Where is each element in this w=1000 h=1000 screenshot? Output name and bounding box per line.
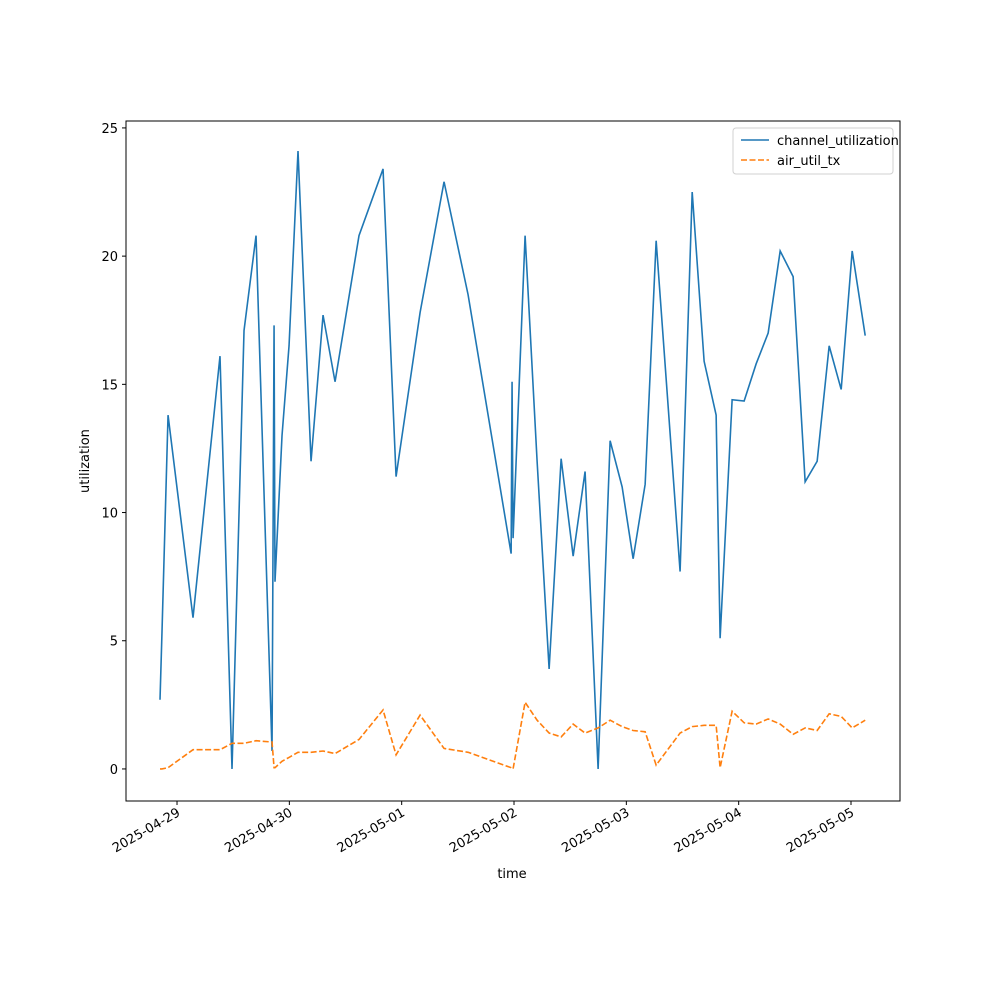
x-axis-label: time — [497, 867, 526, 882]
legend: channel_utilization air_util_tx — [732, 127, 899, 175]
series-line — [160, 700, 866, 771]
y-tick-label: 10 — [101, 507, 118, 522]
y-tick-label: 5 — [110, 635, 118, 650]
y-axis-label: utilization — [78, 429, 93, 493]
y-tick-label: 0 — [110, 763, 118, 778]
legend-frame — [732, 127, 894, 175]
series-line — [159, 150, 866, 769]
y-tick-label: 25 — [101, 122, 118, 137]
axes-frame — [125, 120, 901, 802]
y-tick-label: 20 — [101, 250, 118, 265]
y-tick-label: 15 — [101, 378, 118, 393]
legend-label: channel_utilization — [777, 134, 899, 149]
legend-label: air_util_tx — [777, 154, 841, 169]
